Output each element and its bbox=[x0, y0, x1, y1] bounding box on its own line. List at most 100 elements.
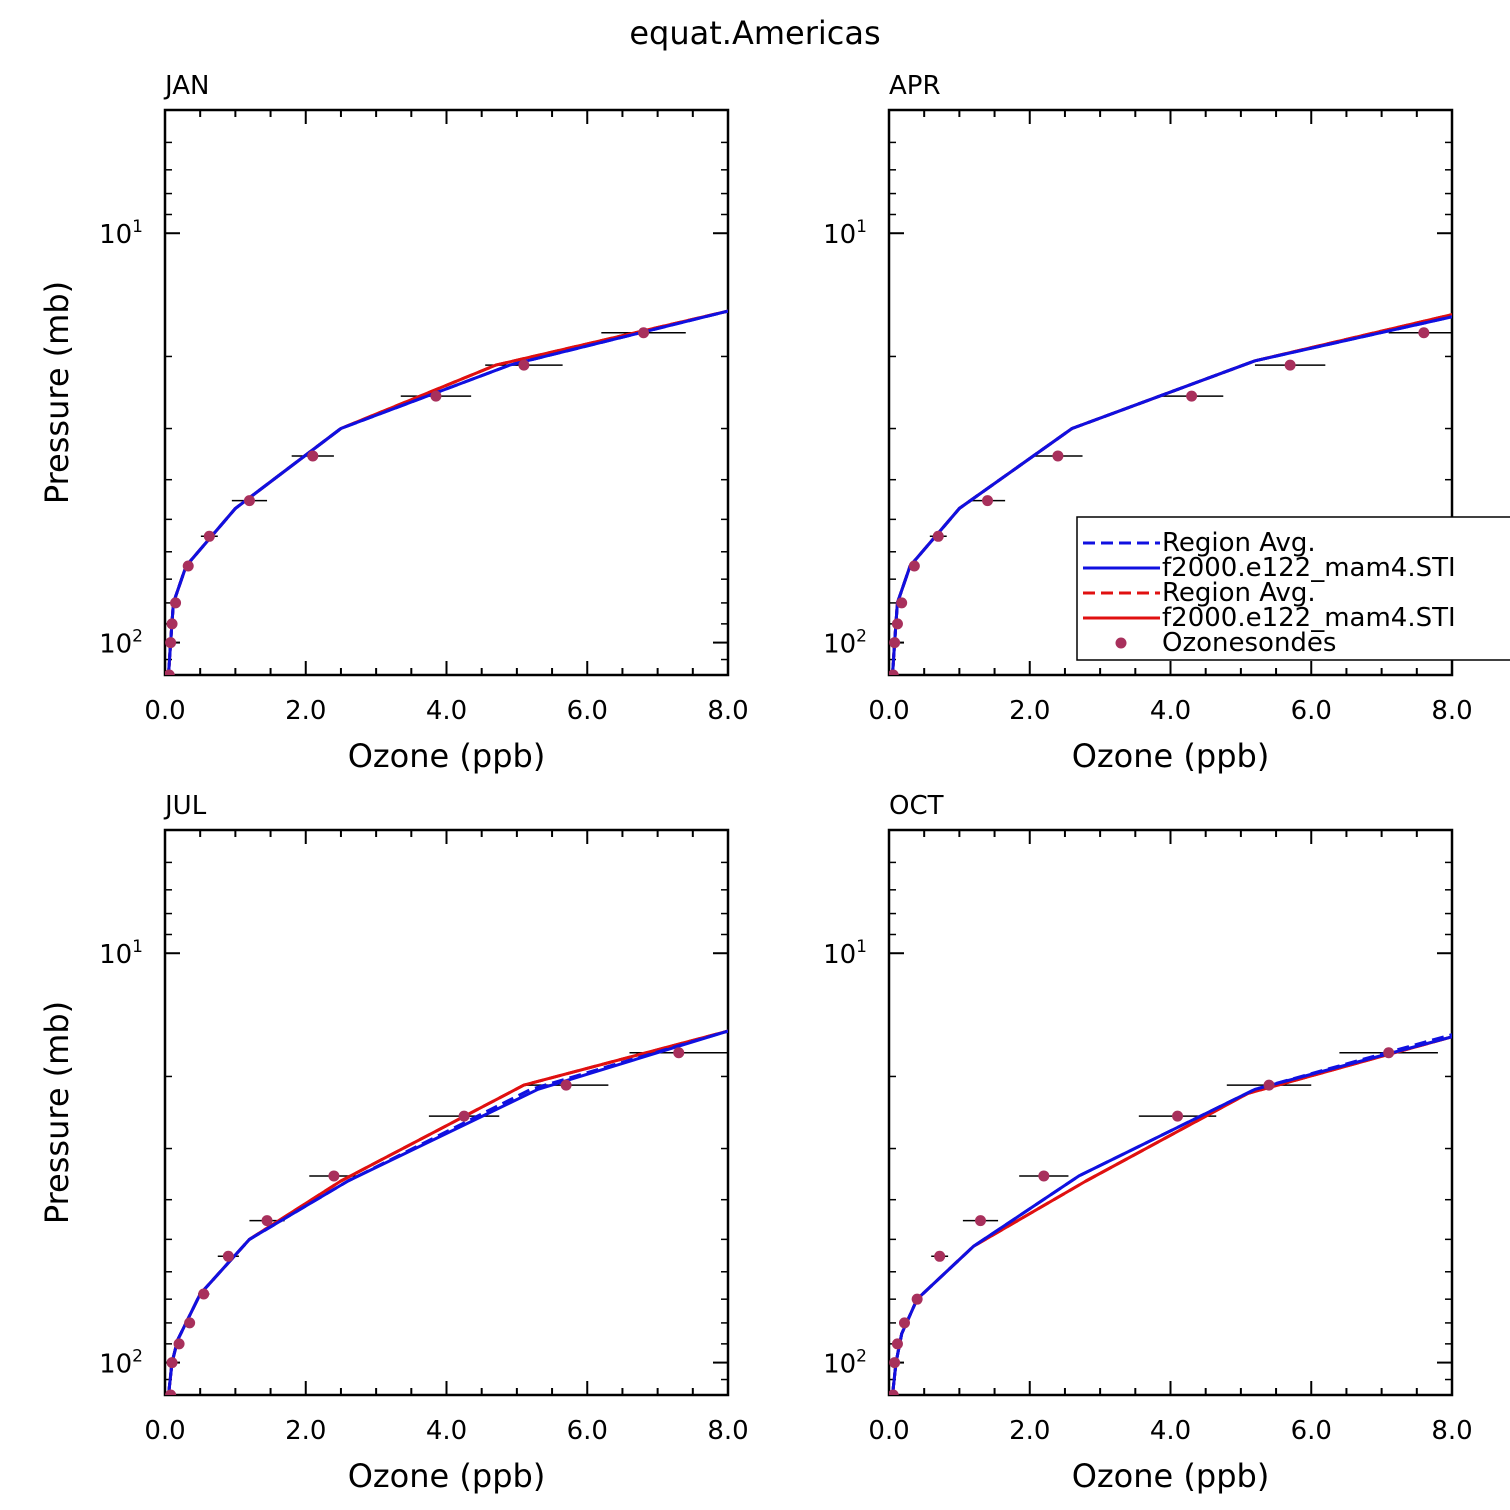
x-tick-label: 6.0 bbox=[567, 696, 608, 726]
ozonesonde-point bbox=[889, 637, 901, 649]
figure-title: equat.Americas bbox=[629, 14, 880, 52]
plot-frame bbox=[887, 828, 1454, 1397]
legend-label: Ozonesondes bbox=[1162, 628, 1336, 658]
y-tick-label: 102 bbox=[99, 1347, 143, 1380]
ozonesonde-point bbox=[182, 560, 194, 572]
ozonesonde-point bbox=[974, 1215, 986, 1227]
y-tick-label: 101 bbox=[99, 217, 143, 250]
ozonesonde-point bbox=[1263, 1079, 1275, 1091]
legend-marker bbox=[1115, 637, 1127, 649]
x-tick-label: 0.0 bbox=[144, 1416, 185, 1446]
plot-frame bbox=[163, 828, 730, 1397]
ozonesonde-point bbox=[889, 669, 899, 675]
ozonesonde-point bbox=[184, 1317, 196, 1329]
series-red-dashed bbox=[167, 309, 728, 675]
y-tick-exponent: 1 bbox=[132, 937, 143, 957]
ozonesonde-point bbox=[430, 390, 442, 402]
y-tick-label: 101 bbox=[823, 217, 867, 250]
x-tick-label: 2.0 bbox=[285, 696, 326, 726]
legend-box bbox=[1076, 516, 1510, 661]
x-tick-label: 0.0 bbox=[144, 696, 185, 726]
series-blue-dashed bbox=[891, 1033, 1452, 1395]
ozonesonde-point bbox=[1052, 450, 1064, 462]
plot-frame bbox=[163, 108, 730, 677]
x-tick-label: 2.0 bbox=[285, 1416, 326, 1446]
x-tick-label: 8.0 bbox=[707, 1416, 748, 1446]
y-tick-label: 102 bbox=[823, 627, 867, 660]
legend-label: f2000.e122_mam4.STI bbox=[1162, 603, 1456, 633]
y-tick-exponent: 1 bbox=[856, 937, 867, 957]
y-tick-exponent: 2 bbox=[132, 1347, 143, 1367]
y-tick-exponent: 1 bbox=[132, 217, 143, 237]
series-red-solid bbox=[167, 309, 728, 675]
legend-label: Region Avg. bbox=[1162, 528, 1316, 558]
y-tick-label: 102 bbox=[99, 627, 143, 660]
ozonesonde-point bbox=[934, 1250, 946, 1262]
ozonesonde-point bbox=[261, 1215, 273, 1227]
plot-data bbox=[889, 1033, 1452, 1395]
y-tick-exponent: 2 bbox=[856, 1347, 867, 1367]
x-tick-label: 0.0 bbox=[868, 696, 909, 726]
y-tick-base: 10 bbox=[99, 630, 132, 660]
panel-label: JAN bbox=[163, 71, 209, 101]
x-tick-label: 8.0 bbox=[1431, 696, 1472, 726]
ozonesonde-point bbox=[165, 637, 177, 649]
ozonesonde-point bbox=[889, 1357, 901, 1369]
x-tick-label: 4.0 bbox=[426, 696, 467, 726]
y-tick-base: 10 bbox=[823, 630, 856, 660]
series-blue-dashed bbox=[167, 1029, 728, 1395]
ozonesonde-point bbox=[932, 530, 944, 542]
plot-data bbox=[165, 309, 728, 675]
series-blue-solid bbox=[167, 309, 728, 675]
y-tick-exponent: 1 bbox=[856, 217, 867, 237]
y-tick-exponent: 2 bbox=[856, 627, 867, 647]
ozonesonde-point bbox=[891, 618, 903, 630]
x-axis-label: Ozone (ppb) bbox=[348, 1457, 546, 1495]
x-tick-label: 6.0 bbox=[1291, 696, 1332, 726]
y-axis-label: Pressure (mb) bbox=[38, 1001, 76, 1224]
ozonesonde-point bbox=[896, 597, 908, 609]
x-tick-label: 6.0 bbox=[567, 1416, 608, 1446]
ozonesonde-point bbox=[1186, 390, 1198, 402]
ozonesonde-point bbox=[1383, 1047, 1395, 1059]
series-blue-solid bbox=[167, 1029, 728, 1395]
ozonesonde-point bbox=[898, 1317, 910, 1329]
ozonesonde-point bbox=[1418, 327, 1430, 339]
ozonesonde-point bbox=[222, 1250, 234, 1262]
series-red-solid bbox=[167, 1029, 728, 1395]
x-tick-label: 8.0 bbox=[1431, 1416, 1472, 1446]
legend-label: Region Avg. bbox=[1162, 578, 1316, 608]
ozonesonde-point bbox=[560, 1079, 572, 1091]
x-tick-label: 4.0 bbox=[1150, 1416, 1191, 1446]
ozonesonde-point bbox=[1038, 1170, 1050, 1182]
series-red-solid bbox=[891, 1035, 1452, 1395]
legend-label: f2000.e122_mam4.STI bbox=[1162, 553, 1456, 583]
plot-data bbox=[889, 313, 1452, 675]
ozonesonde-point bbox=[891, 1338, 903, 1350]
y-tick-label: 102 bbox=[823, 1347, 867, 1380]
x-tick-label: 4.0 bbox=[1150, 696, 1191, 726]
y-tick-label: 101 bbox=[99, 937, 143, 970]
ozonesonde-point bbox=[173, 1338, 185, 1350]
ozonesonde-point bbox=[203, 530, 215, 542]
ozonesonde-point bbox=[1284, 359, 1296, 371]
ozonesonde-point bbox=[307, 450, 319, 462]
y-axis-label: Pressure (mb) bbox=[38, 281, 76, 504]
x-axis-label: Ozone (ppb) bbox=[1072, 1457, 1270, 1495]
x-tick-label: 2.0 bbox=[1009, 1416, 1050, 1446]
y-tick-base: 10 bbox=[99, 220, 132, 250]
series-blue-solid bbox=[891, 1035, 1452, 1395]
ozonesonde-point bbox=[458, 1110, 470, 1122]
ozonesonde-point bbox=[889, 1389, 899, 1395]
series-red-dashed bbox=[167, 1029, 728, 1395]
y-tick-exponent: 2 bbox=[132, 627, 143, 647]
x-axis-label: Ozone (ppb) bbox=[1072, 737, 1270, 775]
panel-label: JUL bbox=[163, 791, 207, 821]
x-tick-label: 6.0 bbox=[1291, 1416, 1332, 1446]
y-tick-base: 10 bbox=[823, 220, 856, 250]
